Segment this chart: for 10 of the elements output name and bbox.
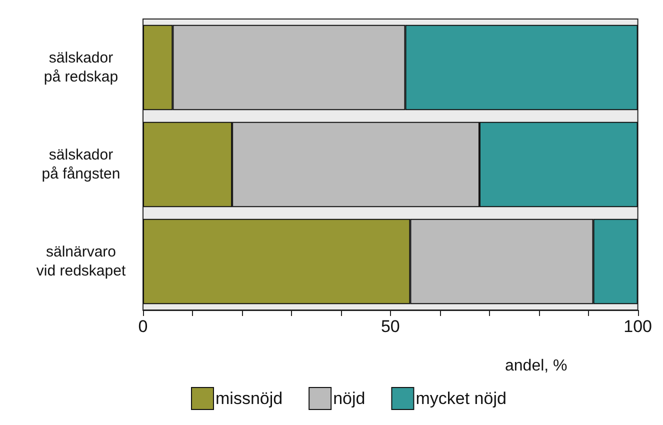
y-tick-label: sälskador på fångsten	[42, 146, 120, 182]
x-tick-label: 100	[624, 317, 652, 336]
x-axis-title: andel, %	[505, 358, 568, 374]
y-tick-label: sälnärvaro vid redskapet	[36, 244, 126, 280]
legend-label: mycket nöjd	[416, 389, 506, 408]
legend-label: missnöjd	[216, 389, 283, 408]
x-tick-label: 50	[380, 317, 400, 336]
x-tick-label: 0	[138, 317, 148, 336]
y-tick-label: sälskador på redskap	[44, 50, 118, 86]
legend-label: nöjd	[333, 389, 366, 408]
